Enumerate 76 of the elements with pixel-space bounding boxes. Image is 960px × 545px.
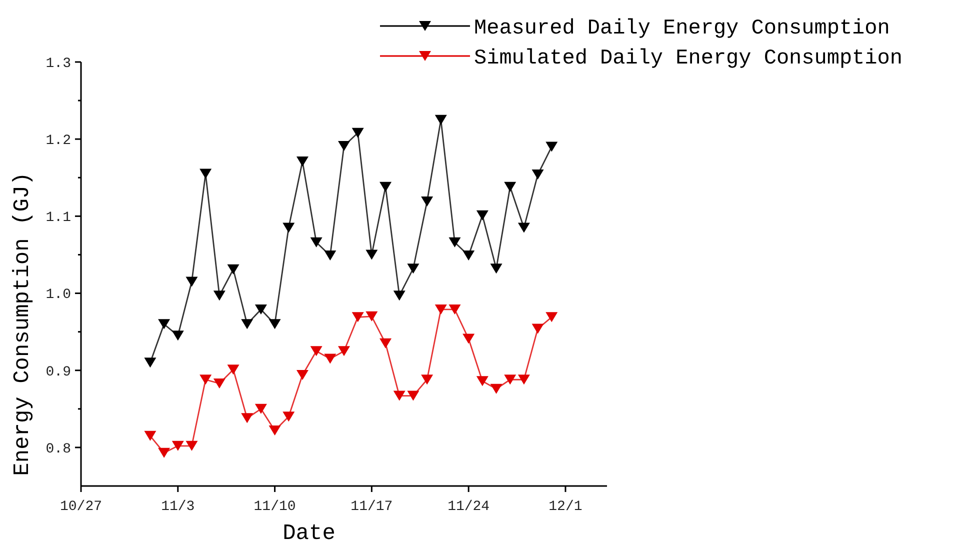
point — [518, 374, 530, 385]
point — [476, 210, 488, 220]
x-tick-label: 12/1 — [548, 499, 582, 515]
point — [490, 384, 502, 394]
point — [282, 222, 295, 233]
point — [407, 390, 420, 401]
point — [241, 319, 254, 330]
point — [158, 319, 170, 330]
point — [546, 142, 558, 152]
point — [518, 222, 530, 233]
y-tick-label: 1.2 — [46, 132, 71, 149]
point — [268, 425, 281, 436]
point — [393, 290, 406, 301]
point — [448, 304, 461, 314]
point — [532, 324, 544, 334]
x-tick-label: 10/27 — [60, 499, 102, 515]
point — [380, 338, 392, 348]
point — [172, 330, 184, 341]
point — [366, 311, 378, 322]
x-tick-label: 11/3 — [161, 499, 195, 515]
y-axis-title: Energy Consumption (GJ) — [10, 172, 35, 476]
x-tick-label: 11/10 — [254, 499, 296, 515]
point — [172, 440, 184, 451]
point — [144, 430, 156, 441]
point — [338, 346, 350, 356]
point — [352, 312, 364, 322]
point — [310, 346, 322, 356]
y-tick-label: 0.8 — [46, 441, 71, 458]
y-tick-label: 0.9 — [46, 364, 71, 380]
point — [421, 196, 434, 207]
y-tick-label: 1.1 — [46, 210, 71, 226]
point — [296, 370, 308, 380]
point — [490, 264, 502, 274]
point — [200, 168, 212, 179]
point — [407, 264, 420, 274]
point — [213, 378, 226, 388]
x-tick-label: 11/17 — [350, 499, 393, 515]
x-tick-label: 11/24 — [448, 499, 490, 515]
point — [532, 170, 544, 180]
point — [434, 304, 447, 314]
point — [310, 237, 322, 248]
point — [462, 334, 475, 344]
point — [254, 304, 267, 314]
x-axis-title: Date — [282, 521, 336, 545]
point — [268, 319, 281, 330]
y-tick-label: 1.0 — [46, 287, 71, 304]
point — [186, 440, 198, 451]
point — [227, 364, 240, 375]
point — [213, 290, 226, 301]
point — [448, 237, 461, 248]
point — [186, 276, 198, 287]
point — [393, 390, 406, 401]
point — [434, 114, 447, 125]
point — [158, 448, 170, 458]
point — [200, 374, 212, 385]
point — [282, 412, 295, 422]
legend-label: Simulated Daily Energy Consumption — [474, 47, 902, 70]
point — [380, 182, 392, 192]
point — [504, 182, 516, 192]
point — [296, 156, 308, 166]
y-tick-label: 1.3 — [46, 56, 71, 72]
point — [366, 250, 378, 260]
point — [241, 413, 254, 424]
point — [421, 374, 434, 385]
point — [144, 358, 156, 368]
point — [504, 374, 516, 385]
point — [338, 141, 350, 152]
point — [227, 264, 240, 274]
point — [324, 250, 336, 260]
point — [546, 312, 558, 322]
legend-label: Measured Daily Energy Consumption — [474, 17, 890, 40]
point — [476, 376, 488, 386]
point — [462, 250, 475, 260]
point — [352, 128, 364, 138]
point — [254, 404, 267, 414]
point — [324, 354, 336, 364]
